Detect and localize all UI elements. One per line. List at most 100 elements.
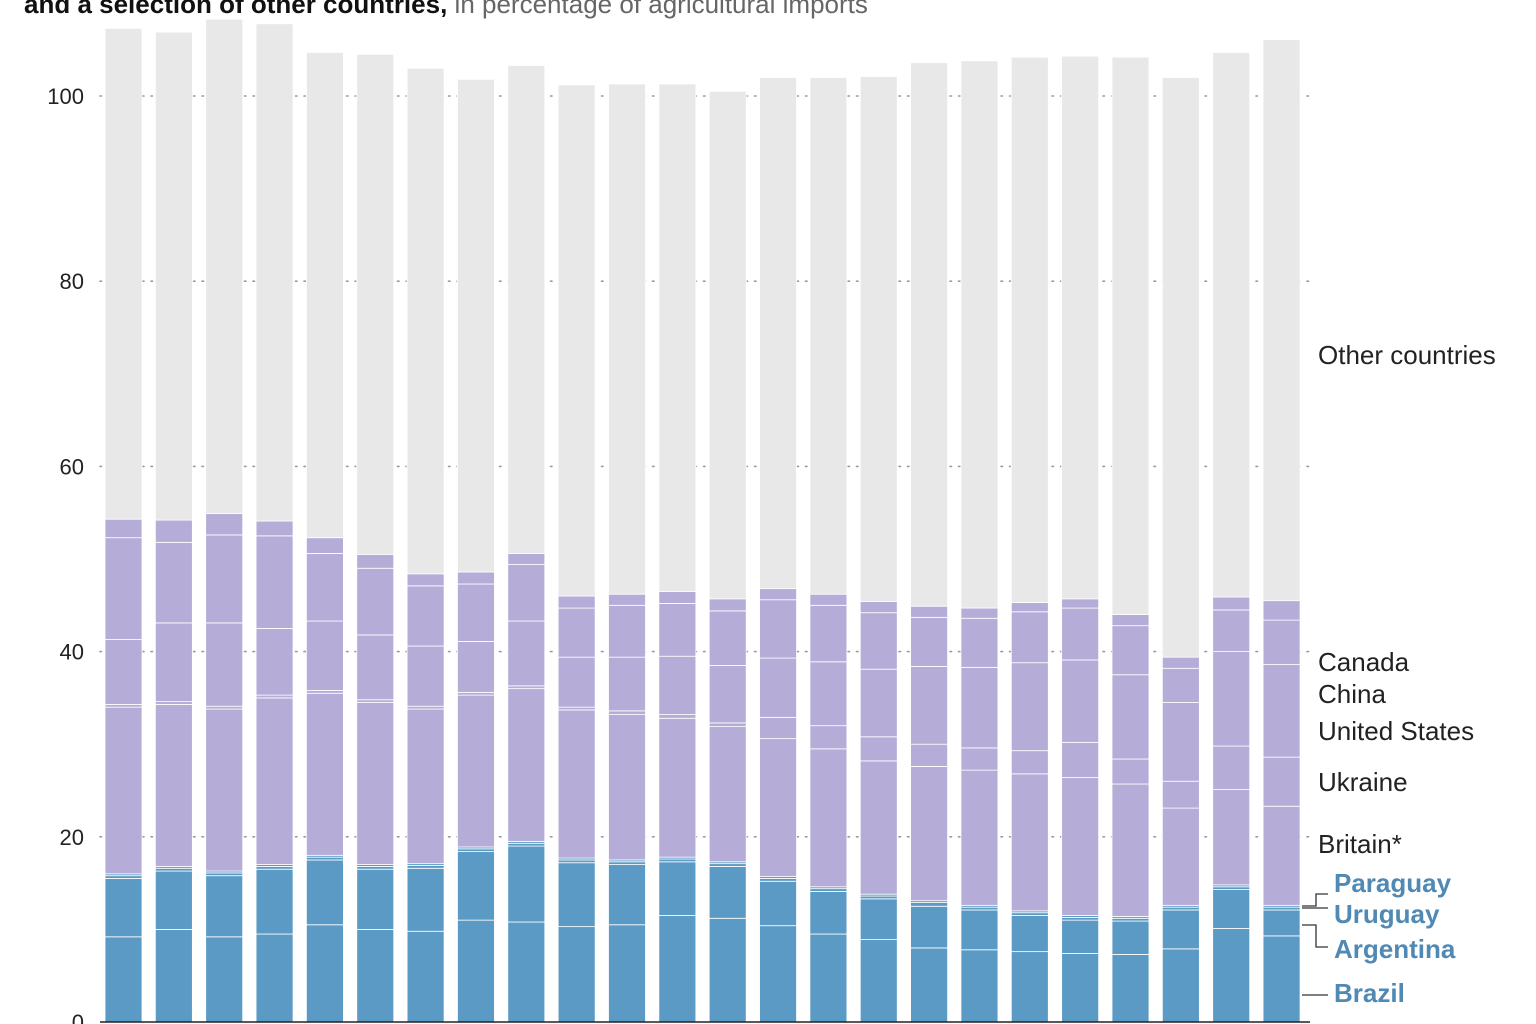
- bar-22-segment-brazil: [1161, 948, 1200, 1023]
- label-argentina: Argentina: [1334, 934, 1456, 964]
- bar-19-segment-canada: [1010, 602, 1049, 613]
- bar-16-segment-argentina: [859, 898, 898, 940]
- y-tick-label-0: 0: [72, 1010, 84, 1024]
- bar-14-segment-united-states: [759, 657, 797, 718]
- y-tick-label-60: 60: [60, 454, 84, 479]
- bar-18-segment-ukraine: [960, 747, 999, 771]
- bar-14-segment-brazil: [759, 925, 797, 1023]
- bar-2-segment-argentina: [154, 870, 193, 930]
- leader-argentina: [1302, 924, 1328, 948]
- bar-10-segment-other-countries: [557, 84, 596, 597]
- bar-14-segment-britain: [759, 738, 797, 878]
- bar-13-segment-china: [708, 610, 747, 666]
- bar-24-segment-united-states: [1262, 664, 1301, 758]
- bar-17-segment-ukraine: [910, 743, 948, 767]
- bar-3-segment-argentina: [205, 875, 244, 938]
- bar-2-segment-ukraine: [154, 701, 193, 705]
- bar-22-segment-britain: [1161, 807, 1200, 906]
- bar-23: [1212, 52, 1251, 1023]
- bar-4-segment-ukraine: [255, 694, 294, 699]
- bar-19-segment-brazil: [1010, 951, 1049, 1023]
- bar-24-segment-china: [1262, 619, 1301, 665]
- bar-22-segment-other-countries: [1161, 77, 1200, 658]
- bar-15-segment-china: [809, 604, 848, 663]
- bar-20-segment-britain: [1061, 777, 1100, 916]
- bar-6: [356, 53, 395, 1023]
- bar-5-segment-china: [305, 553, 344, 622]
- y-tick-label-40: 40: [60, 640, 84, 665]
- bar-3-segment-other-countries: [205, 18, 244, 515]
- bar-7: [406, 67, 445, 1023]
- bar-15-segment-britain: [809, 748, 848, 888]
- bar-4: [255, 23, 294, 1023]
- bar-7-segment-canada: [406, 573, 445, 587]
- bar-4-segment-brazil: [255, 933, 294, 1023]
- bar-17-segment-other-countries: [910, 62, 948, 607]
- bar-24-segment-ukraine: [1262, 756, 1301, 807]
- bar-14-segment-canada: [759, 588, 797, 601]
- bar-11-segment-argentina: [608, 864, 646, 926]
- bar-19-segment-ukraine: [1010, 750, 1049, 775]
- bar-6-segment-ukraine: [356, 699, 395, 703]
- bar-21-segment-britain: [1111, 783, 1150, 917]
- bar-21-segment-other-countries: [1111, 56, 1150, 615]
- bar-10: [557, 84, 596, 1023]
- bar-4-segment-argentina: [255, 868, 294, 935]
- bar-1-segment-ukraine: [104, 703, 143, 708]
- bar-9-segment-argentina: [507, 845, 546, 923]
- bar-23-segment-brazil: [1212, 928, 1251, 1023]
- bar-4-segment-canada: [255, 520, 294, 537]
- bar-3-segment-britain: [205, 708, 244, 872]
- bar-4-segment-united-states: [255, 628, 294, 696]
- bar-1-segment-britain: [104, 706, 143, 875]
- bar-2-segment-other-countries: [154, 31, 193, 521]
- bar-20-segment-uruguay: [1061, 916, 1100, 921]
- bar-9-segment-uruguay: [507, 842, 546, 847]
- bar-4-segment-uruguay: [255, 866, 294, 870]
- bar-9-segment-china: [507, 564, 546, 622]
- bar-22: [1161, 77, 1200, 1023]
- bar-15-segment-argentina: [809, 891, 848, 935]
- bar-21-segment-canada: [1111, 614, 1150, 627]
- bar-3-segment-canada: [205, 513, 244, 536]
- bar-2-segment-brazil: [154, 929, 193, 1023]
- bar-9-segment-united-states: [507, 620, 546, 687]
- bar-8-segment-united-states: [457, 641, 495, 693]
- bar-15-segment-brazil: [809, 933, 848, 1023]
- bar-18-segment-other-countries: [960, 60, 999, 609]
- bar-23-segment-uruguay: [1212, 886, 1251, 890]
- bar-12-segment-brazil: [658, 915, 697, 1023]
- bar-15-segment-ukraine: [809, 725, 848, 750]
- bar-1-segment-uruguay: [104, 875, 143, 879]
- bar-23-segment-argentina: [1212, 889, 1251, 929]
- bar-19-segment-china: [1010, 611, 1049, 664]
- bar-12-segment-ukraine: [658, 714, 697, 719]
- bar-23-segment-other-countries: [1212, 52, 1251, 598]
- bar-9-segment-canada: [507, 553, 546, 565]
- bar-19-segment-argentina: [1010, 915, 1049, 953]
- bar-17: [910, 62, 948, 1023]
- bar-6-segment-china: [356, 567, 395, 636]
- bar-24-segment-uruguay: [1262, 906, 1301, 911]
- bar-8-segment-britain: [457, 694, 495, 848]
- bar-18-segment-argentina: [960, 909, 999, 951]
- bar-9-segment-britain: [507, 688, 546, 842]
- bar-12: [658, 83, 697, 1023]
- bar-11-segment-britain: [608, 714, 646, 861]
- bar-11-segment-brazil: [608, 924, 646, 1023]
- bar-10-segment-canada: [557, 595, 596, 609]
- bar-6-segment-brazil: [356, 929, 395, 1023]
- bar-6-segment-britain: [356, 702, 395, 865]
- bar-1-segment-china: [104, 537, 143, 640]
- bar-17-segment-uruguay: [910, 902, 948, 907]
- bar-17-segment-canada: [910, 605, 948, 618]
- leader-paraguay: [1302, 893, 1328, 907]
- bar-3: [205, 18, 244, 1023]
- bar-7-segment-britain: [406, 708, 445, 865]
- bar-13-segment-canada: [708, 598, 747, 612]
- bar-15-segment-united-states: [809, 661, 848, 727]
- bar-18-segment-uruguay: [960, 906, 999, 911]
- bar-11-segment-canada: [608, 593, 646, 606]
- bar-5: [305, 52, 344, 1023]
- bar-15: [809, 77, 848, 1023]
